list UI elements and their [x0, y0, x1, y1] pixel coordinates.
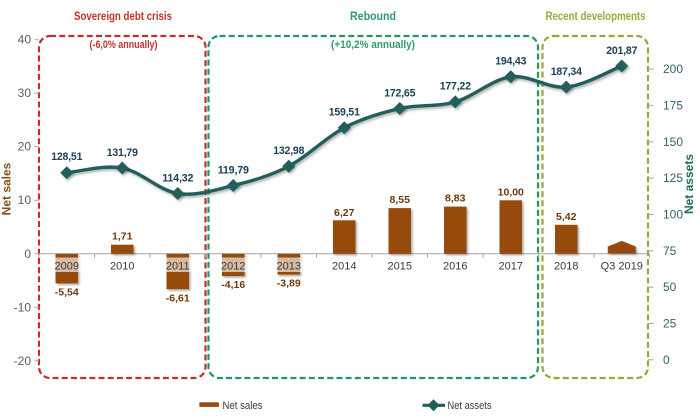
svg-text:2013: 2013 [277, 261, 301, 273]
svg-text:100: 100 [663, 207, 683, 221]
svg-text:Sovereign debt crisis: Sovereign debt crisis [74, 9, 172, 23]
svg-text:200: 200 [663, 62, 683, 76]
svg-text:0: 0 [663, 353, 670, 367]
svg-text:2010: 2010 [110, 261, 134, 273]
svg-text:2017: 2017 [499, 261, 523, 273]
svg-text:131,79: 131,79 [107, 147, 138, 159]
svg-text:0: 0 [24, 247, 31, 261]
svg-text:2014: 2014 [332, 261, 356, 273]
svg-text:201,87: 201,87 [606, 45, 637, 57]
svg-text:2018: 2018 [554, 261, 578, 273]
svg-text:175: 175 [663, 98, 683, 112]
svg-text:25: 25 [663, 317, 677, 331]
svg-text:-6,61: -6,61 [166, 292, 190, 304]
svg-text:40: 40 [18, 33, 32, 47]
svg-text:75: 75 [663, 244, 677, 258]
svg-text:1,71: 1,71 [112, 231, 133, 243]
svg-text:132,98: 132,98 [273, 145, 304, 157]
svg-text:8,83: 8,83 [445, 193, 466, 205]
svg-text:Recent developments: Recent developments [546, 9, 646, 23]
svg-text:128,51: 128,51 [51, 151, 82, 163]
svg-text:2011: 2011 [166, 261, 190, 273]
svg-text:50: 50 [663, 280, 677, 294]
svg-text:30: 30 [18, 86, 32, 100]
svg-text:2016: 2016 [443, 261, 467, 273]
svg-text:114,32: 114,32 [162, 172, 193, 184]
svg-text:10: 10 [18, 193, 32, 207]
svg-text:Net assets: Net assets [448, 400, 492, 412]
svg-text:2012: 2012 [221, 261, 245, 273]
svg-text:-3,89: -3,89 [277, 278, 301, 290]
svg-text:Q3 2019: Q3 2019 [601, 261, 643, 273]
svg-text:-4,16: -4,16 [221, 279, 245, 291]
svg-text:194,43: 194,43 [495, 56, 526, 68]
svg-text:5,42: 5,42 [556, 211, 577, 223]
svg-text:150: 150 [663, 135, 683, 149]
svg-text:Net sales: Net sales [0, 162, 14, 215]
svg-text:(+10,2% annually): (+10,2% annually) [331, 39, 415, 51]
svg-text:119,79: 119,79 [218, 164, 249, 176]
svg-text:10,00: 10,00 [498, 186, 524, 198]
svg-text:2015: 2015 [388, 261, 412, 273]
svg-text:20: 20 [18, 140, 32, 154]
svg-text:6,27: 6,27 [334, 207, 355, 219]
svg-text:125: 125 [663, 171, 683, 185]
svg-text:-10: -10 [14, 300, 32, 314]
svg-text:Net sales: Net sales [223, 400, 263, 412]
svg-text:-5,54: -5,54 [55, 287, 79, 299]
svg-text:Net assets: Net assets [682, 154, 696, 214]
svg-text:172,65: 172,65 [384, 87, 415, 99]
svg-text:159,51: 159,51 [329, 107, 360, 119]
svg-text:Rebound: Rebound [350, 9, 396, 23]
svg-text:177,22: 177,22 [440, 81, 471, 93]
svg-text:187,34: 187,34 [551, 66, 583, 78]
svg-text:8,55: 8,55 [390, 194, 411, 206]
svg-text:(-6,0% annually): (-6,0% annually) [90, 39, 158, 51]
svg-text:-20: -20 [14, 354, 32, 368]
svg-text:2009: 2009 [55, 261, 79, 273]
